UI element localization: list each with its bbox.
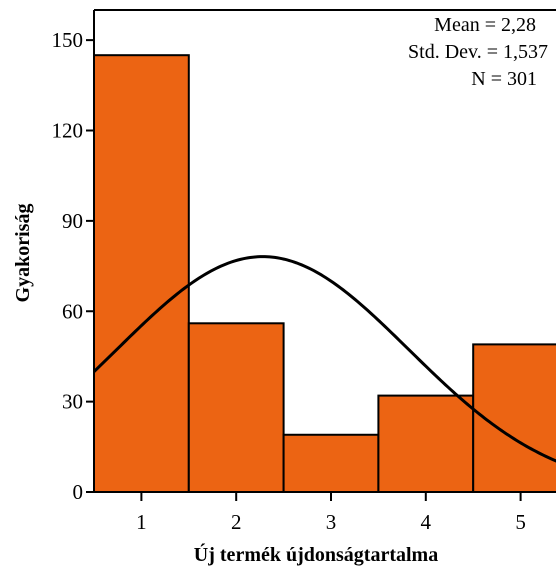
stats-box: Mean = 2,28 Std. Dev. = 1,537 N = 301 [408,14,548,90]
stats-std-dev: Std. Dev. = 1,537 [408,41,548,63]
x-tick-label: 5 [515,510,526,534]
histogram-bar-4 [377,394,475,494]
normal-curve-group [92,255,556,463]
x-tick-label: 1 [136,510,147,534]
y-tick-label: 120 [52,119,84,143]
histogram-bar-2 [187,322,285,493]
y-axis-title: Gyakoriság [12,204,34,303]
y-tick-label: 90 [62,209,83,233]
x-tick-label: 2 [231,510,242,534]
y-tick-label: 0 [73,480,84,504]
histogram-bar-3 [282,433,380,494]
y-tick-label: 150 [52,28,84,52]
bars-group [93,54,556,494]
normal-curve [92,255,556,463]
stats-mean: Mean = 2,28 [434,14,536,36]
histogram-bar-1 [93,54,190,493]
y-tick-label: 60 [62,299,83,323]
x-tick-label: 4 [421,510,432,534]
x-axis-title: Új termék újdonságtartalma [194,542,438,566]
y-tick-label: 30 [62,390,83,414]
x-tick-label: 3 [326,510,337,534]
axes-group: 0 30 60 90 120 150 1 2 3 4 5 [52,9,556,534]
stats-n: N = 301 [471,68,537,90]
